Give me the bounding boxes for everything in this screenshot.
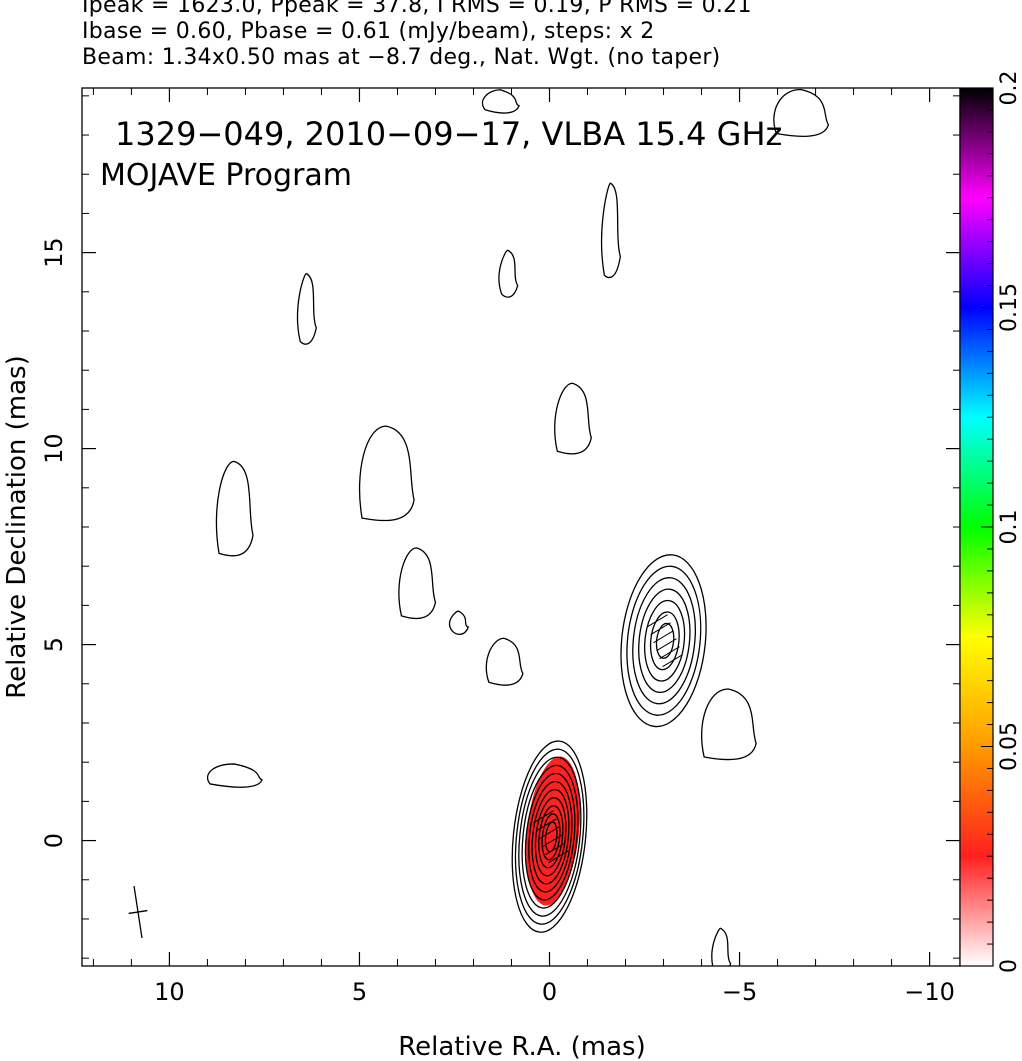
x-axis-label: Relative R.A. (mas)	[398, 1032, 645, 1061]
x-tick-label: 0	[542, 978, 557, 1006]
contour-level	[534, 797, 567, 877]
evpa-stick	[536, 818, 557, 832]
evpa-stick	[662, 654, 683, 668]
jet-emission-contour	[711, 927, 732, 966]
contour-level	[531, 789, 570, 885]
jet-emission-contour	[206, 763, 263, 788]
y-axis-label: Relative Declination (mas)	[2, 355, 32, 698]
contour-level	[655, 622, 675, 659]
jet-emission-contour	[701, 688, 757, 761]
contour-level	[521, 764, 579, 909]
contour-level	[511, 740, 588, 933]
contour-level	[544, 821, 558, 853]
evpa-stick	[650, 622, 671, 636]
evpa-stick	[659, 646, 680, 660]
colorbar-tick-label: 0.1	[997, 510, 1022, 545]
jet-emission-contour	[398, 547, 437, 620]
colorbar-tick-label: 0.15	[997, 283, 1022, 332]
contour-level	[644, 599, 686, 682]
y-tick-label: 15	[40, 237, 68, 268]
contour-level	[528, 780, 573, 893]
contour-level	[538, 805, 564, 869]
jet-emission-contour	[358, 425, 415, 522]
axes: 10 5 0 −5 −10 0 5 10 15	[40, 88, 960, 1006]
contour-level	[518, 756, 582, 917]
evpa-stick	[533, 810, 554, 824]
jet-emission-contour	[601, 182, 621, 279]
contour-level	[649, 611, 680, 671]
evpa-stick	[545, 842, 566, 856]
beam-minor-axis	[128, 909, 148, 915]
x-tick-label: −10	[904, 978, 955, 1006]
component-jet-knot	[620, 554, 707, 728]
evpa-stick	[656, 638, 677, 652]
evpa-stick	[539, 826, 560, 840]
contour-level	[620, 554, 707, 728]
header-line-3: Beam: 1.34x0.50 mas at −8.7 deg., Nat. W…	[82, 45, 721, 70]
colorbar-tick-label: 0.05	[997, 722, 1022, 771]
colorbar-tick-label: 0.2	[997, 71, 1022, 106]
jet-emission-contour	[296, 272, 317, 345]
evpa-stick	[653, 630, 674, 644]
map-annotation-1: 1329−049, 2010−09−17, VLBA 15.4 GHz	[115, 115, 782, 153]
contour-level	[541, 813, 561, 861]
contour-level	[524, 772, 576, 901]
colorbar-tick-label: 0	[997, 959, 1022, 973]
x-tick-label: 5	[352, 978, 367, 1006]
x-tick-label: 10	[154, 978, 185, 1006]
contour-level	[632, 577, 696, 705]
contour-level	[626, 565, 702, 716]
jet-emission-contour	[554, 382, 592, 455]
evpa-stick	[647, 614, 668, 628]
x-tick-label: −5	[722, 978, 757, 1006]
jet-emission-contour	[481, 89, 520, 114]
evpa-stick	[542, 834, 563, 848]
jet-emission-contour	[448, 610, 470, 635]
y-tick-label: 5	[40, 637, 68, 652]
header-line-2: Ibase = 0.60, Pbase = 0.61 (mJy/beam), s…	[82, 19, 655, 44]
evpa-stick	[548, 850, 569, 864]
colorbar: 0 0.05 0.1 0.15 0.2	[959, 71, 1022, 973]
contour-level	[514, 748, 585, 925]
y-tick-label: 0	[40, 833, 68, 848]
header-line-1: Ipeak = 1623.0, Ppeak = 37.8, I RMS = 0.…	[82, 0, 752, 18]
jet-emission-contour	[485, 637, 524, 686]
contour-level	[638, 588, 691, 694]
jet-emission-contour	[773, 88, 830, 138]
map-annotation-2: MOJAVE Program	[100, 158, 352, 193]
map-area	[128, 88, 830, 966]
jet-emission-contour	[215, 460, 254, 557]
component-core	[511, 740, 588, 933]
y-tick-label: 10	[40, 433, 68, 464]
jet-emission-contour	[498, 249, 519, 298]
plot-frame	[81, 87, 961, 967]
